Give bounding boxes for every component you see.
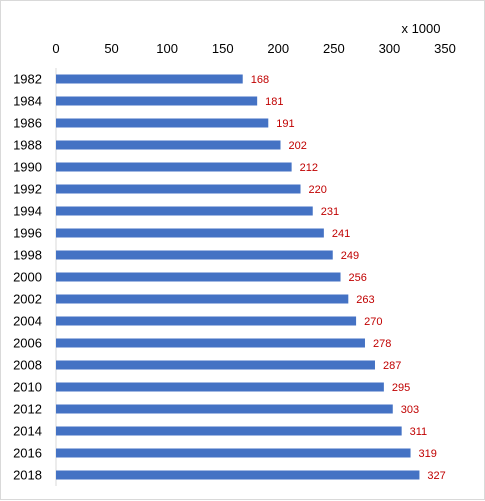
- category-label: 1996: [13, 226, 42, 241]
- category-label: 1982: [13, 72, 42, 87]
- data-label: 303: [401, 404, 419, 416]
- data-label: 249: [341, 250, 359, 262]
- data-labels: 168 181 191 202 212 220 231 241 249 256 263 270 278 2…: [251, 74, 446, 482]
- bar: [56, 360, 375, 370]
- data-label: 278: [373, 338, 391, 350]
- data-label: 181: [265, 96, 283, 108]
- x-tick-label: 100: [156, 41, 178, 56]
- bar: [56, 184, 301, 194]
- category-label: 1986: [13, 116, 42, 131]
- axis-unit-label: x 1000: [401, 21, 440, 36]
- bar: [56, 382, 384, 392]
- bar: [56, 272, 341, 282]
- data-label: 327: [427, 470, 445, 482]
- data-label: 263: [356, 294, 374, 306]
- bar: [56, 96, 258, 106]
- bars-group: [56, 74, 420, 480]
- category-label: 1998: [13, 248, 42, 263]
- category-label: 2014: [13, 424, 42, 439]
- bar: [56, 404, 393, 414]
- bar: [56, 294, 349, 304]
- bar: [56, 250, 333, 260]
- category-label: 1992: [13, 182, 42, 197]
- bar: [56, 470, 420, 480]
- data-label: 287: [383, 360, 401, 372]
- data-label: 311: [410, 426, 428, 438]
- category-labels: 1982 1984 1986 1988 1990 1992 1994 1996 1998 2000…: [13, 72, 42, 483]
- bar: [56, 316, 357, 326]
- data-label: 270: [364, 316, 382, 328]
- data-label: 168: [251, 74, 269, 86]
- category-label: 1984: [13, 94, 42, 109]
- category-label: 1988: [13, 138, 42, 153]
- bar: [56, 74, 243, 84]
- category-label: 2016: [13, 446, 42, 461]
- data-label: 256: [349, 272, 367, 284]
- category-label: 1990: [13, 160, 42, 175]
- bar: [56, 338, 365, 348]
- bar: [56, 206, 313, 216]
- x-tick-label: 50: [104, 41, 118, 56]
- data-label: 231: [321, 206, 339, 218]
- x-tick-label: 200: [267, 41, 289, 56]
- category-label: 2002: [13, 292, 42, 307]
- bar: [56, 162, 292, 172]
- data-label: 191: [276, 118, 294, 130]
- data-label: 202: [289, 140, 307, 152]
- data-label: 319: [419, 448, 437, 460]
- category-label: 2006: [13, 336, 42, 351]
- bar: [56, 448, 411, 458]
- bar: [56, 228, 324, 238]
- x-tick-label: 150: [212, 41, 234, 56]
- bar: [56, 118, 269, 128]
- x-axis-ticks: 0 50 100 150 200 250 300 350: [52, 41, 455, 56]
- x-tick-label: 250: [323, 41, 345, 56]
- data-label: 220: [309, 184, 327, 196]
- category-label: 2004: [13, 314, 42, 329]
- data-label: 295: [392, 382, 410, 394]
- x-tick-label: 350: [434, 41, 456, 56]
- x-tick-label: 300: [379, 41, 401, 56]
- bar: [56, 426, 402, 436]
- category-label: 2010: [13, 380, 42, 395]
- data-label: 212: [300, 162, 318, 174]
- category-label: 2000: [13, 270, 42, 285]
- category-label: 2018: [13, 468, 42, 483]
- category-label: 1994: [13, 204, 42, 219]
- data-label: 241: [332, 228, 350, 240]
- category-label: 2012: [13, 402, 42, 417]
- x-tick-label: 0: [52, 41, 59, 56]
- bar: [56, 140, 281, 150]
- category-label: 2008: [13, 358, 42, 373]
